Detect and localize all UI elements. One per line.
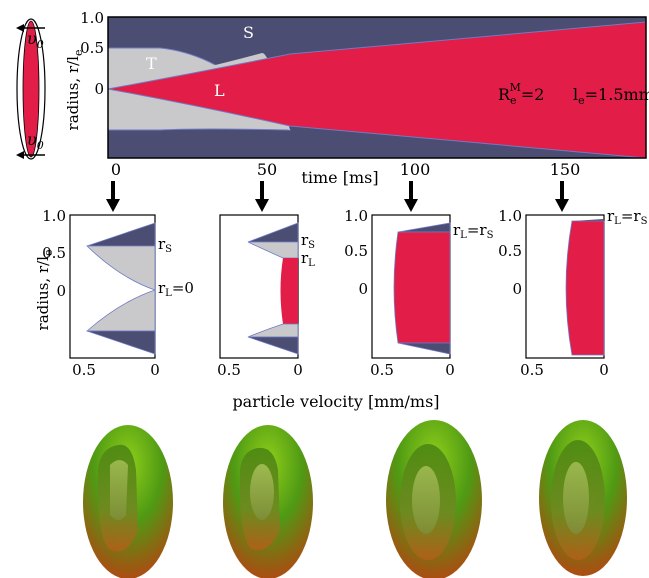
liquid-region: [280, 258, 298, 324]
x-tick: 0: [445, 361, 455, 379]
y-tick: 1.0: [344, 207, 368, 225]
snapshot-panel-50ms: rS rL 0.5 0: [217, 214, 315, 379]
render-core: [412, 466, 440, 534]
arrow-down-icon: [106, 181, 120, 212]
y-tick: 0.5: [498, 242, 522, 260]
top-phase-map: S T L ReM=2 le=1.5mm 1.0 0.5 0 radius, r…: [64, 9, 649, 187]
liquid-region: [565, 220, 605, 356]
x-tick: 0.5: [217, 361, 241, 379]
solid-region: [247, 336, 299, 355]
sample-liquid-core: [22, 20, 40, 158]
sample-render-100ms: [386, 420, 482, 578]
top-x-tick: 0: [111, 160, 121, 179]
top-x-tick: 50: [257, 160, 277, 179]
x-tick: 0: [293, 361, 303, 379]
y-tick: 1.0: [498, 207, 522, 225]
region-label-transition: T: [146, 54, 157, 73]
region-label-solid: S: [243, 23, 254, 42]
top-y-tick: 1.0: [80, 9, 104, 27]
material-annotation: ReM=2 le=1.5mm: [498, 81, 649, 107]
y-tick: 0: [358, 280, 368, 298]
top-y-ticks: 1.0 0.5 0: [80, 9, 104, 98]
boundary-label: rS: [301, 231, 315, 251]
top-y-tick: 0.5: [80, 39, 104, 57]
boundary-label: rL=rS: [453, 221, 494, 241]
arrow-down-icon: [555, 181, 569, 212]
annotation-le: le=1.5mm: [573, 85, 649, 107]
snapshot-panel-150ms: rL=rS 1.0 0.5 0 0.5 0: [498, 207, 647, 379]
velocity-label-top: υ0: [27, 29, 44, 51]
sample-icon: υ0 υ0: [16, 18, 46, 160]
snapshot-y-axis-label: radius, r/le: [34, 250, 55, 331]
x-tick: 0: [599, 361, 609, 379]
snapshot-panel-100ms: rL=rS 1.0 0.5 0 0.5 0: [344, 207, 493, 379]
region-label-liquid: L: [214, 81, 225, 100]
sample-render-50ms: [223, 425, 313, 578]
render-core: [110, 460, 128, 520]
sample-render-150ms: [539, 420, 627, 576]
annotation-R: ReM=2: [498, 81, 544, 107]
x-tick: 0.5: [520, 361, 544, 379]
top-y-axis-label: radius, r/le: [64, 50, 85, 131]
solid-region: [86, 330, 156, 355]
boundary-label: rL: [301, 249, 315, 269]
transition-region: [247, 323, 299, 338]
top-y-tick: 0: [94, 80, 104, 98]
top-x-axis-label: time [ms]: [301, 168, 378, 187]
render-core: [563, 462, 589, 534]
x-tick: 0.5: [370, 361, 394, 379]
transition-region: [85, 289, 156, 332]
top-x-ticks: 0 50 100 150: [111, 160, 580, 179]
y-tick: 0: [512, 280, 522, 298]
boundary-label: rL=rS: [607, 207, 648, 227]
y-tick: 0.5: [42, 244, 66, 262]
top-x-tick: 100: [400, 160, 431, 179]
sample-render-0ms: [83, 425, 173, 578]
x-tick: 0: [150, 361, 160, 379]
solid-region: [397, 342, 451, 355]
top-x-tick: 150: [550, 160, 581, 179]
velocity-label-bottom: υ0: [27, 130, 44, 152]
y-tick: 1.0: [42, 207, 66, 225]
arrow-down-icon: [404, 181, 418, 212]
time-arrows: [106, 181, 569, 212]
top-panel-frame: [107, 16, 647, 159]
y-tick: 0: [56, 282, 66, 300]
boundary-label: rS: [158, 235, 172, 255]
snapshot-x-axis-label: particle velocity [mm/ms]: [232, 392, 439, 411]
arrow-left-icon: [16, 151, 24, 159]
render-core: [250, 464, 274, 520]
x-tick: 0.5: [72, 361, 96, 379]
arrow-down-icon: [255, 181, 269, 212]
snapshot-panel-0ms: rS rL=0 1.0 0.5 0 0.5 0: [42, 207, 194, 379]
y-tick: 0.5: [344, 242, 368, 260]
liquid-region: [393, 231, 451, 344]
arrow-left-icon: [16, 24, 24, 32]
solid-region: [572, 219, 604, 221]
boundary-label: rL=0: [158, 279, 194, 299]
